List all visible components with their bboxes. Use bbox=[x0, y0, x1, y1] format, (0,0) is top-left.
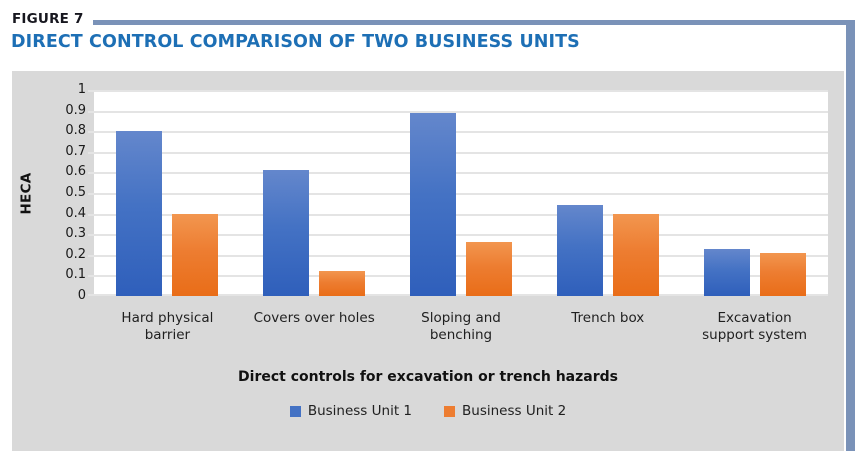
gridline bbox=[88, 275, 828, 278]
y-tick-label: 1 bbox=[77, 82, 86, 97]
gridline bbox=[88, 151, 828, 154]
bar-business-unit-1 bbox=[116, 131, 163, 296]
gridline bbox=[88, 193, 828, 195]
x-axis-title: Direct controls for excavation or trench… bbox=[238, 369, 618, 385]
legend-label: Business Unit 2 bbox=[462, 403, 567, 419]
figure-label: FIGURE 7 bbox=[12, 11, 84, 27]
legend: Business Unit 1 Business Unit 2 bbox=[12, 403, 844, 419]
y-tick-label: 0.8 bbox=[65, 123, 86, 139]
y-tick-label: 0.1 bbox=[65, 267, 86, 283]
right-border-band bbox=[846, 20, 855, 451]
legend-swatch-icon bbox=[444, 405, 455, 417]
gridline bbox=[88, 131, 828, 134]
gridline bbox=[88, 110, 828, 113]
y-tick-label: 0.5 bbox=[65, 185, 86, 200]
y-tick-label: 0.4 bbox=[65, 205, 86, 221]
figure-rule-line bbox=[93, 20, 855, 25]
figure-title: DIRECT CONTROL COMPARISON OF TWO BUSINES… bbox=[11, 32, 580, 52]
gridline bbox=[88, 294, 828, 296]
y-tick-label: 0.3 bbox=[65, 226, 86, 242]
y-tick-label: 0.9 bbox=[65, 102, 86, 118]
gridline bbox=[88, 90, 828, 92]
x-tick-label: Covers over holes bbox=[253, 310, 375, 326]
y-tick-label: 0.2 bbox=[65, 246, 86, 262]
bar-business-unit-2 bbox=[172, 213, 219, 296]
x-tick-label: Sloping and benching bbox=[421, 310, 501, 343]
gridline bbox=[88, 254, 828, 257]
bar-business-unit-1 bbox=[410, 112, 456, 296]
y-tick-label: 0 bbox=[77, 288, 86, 303]
bar-business-unit-2 bbox=[466, 242, 512, 296]
bar-business-unit-1 bbox=[703, 248, 750, 296]
bar-business-unit-2 bbox=[319, 271, 366, 296]
gridline bbox=[88, 234, 828, 237]
chart-panel: HECA 0 0.1 0.2 0.3 0.4 0.5 0.6 0.7 0.8 0.9 1 Hard … bbox=[12, 71, 844, 451]
bar-business-unit-2 bbox=[759, 252, 806, 296]
bar-business-unit-1 bbox=[263, 170, 310, 296]
legend-label: Business Unit 1 bbox=[307, 403, 412, 419]
y-tick-label: 0.6 bbox=[65, 164, 86, 180]
gridline bbox=[88, 172, 828, 175]
x-tick-label: Excavation support system bbox=[702, 310, 808, 343]
bar-business-unit-2 bbox=[612, 213, 659, 296]
x-tick-label: Hard physical barrier bbox=[121, 310, 214, 343]
x-tick-label: Trench box bbox=[571, 310, 645, 326]
legend-item: Business Unit 2 bbox=[444, 403, 566, 419]
y-tick-label: 0.7 bbox=[65, 143, 86, 159]
bar-business-unit-1 bbox=[556, 205, 603, 296]
gridline bbox=[88, 213, 828, 216]
legend-swatch-icon bbox=[289, 405, 301, 417]
legend-item: Business Unit 1 bbox=[289, 403, 412, 419]
plot-area bbox=[88, 90, 828, 296]
